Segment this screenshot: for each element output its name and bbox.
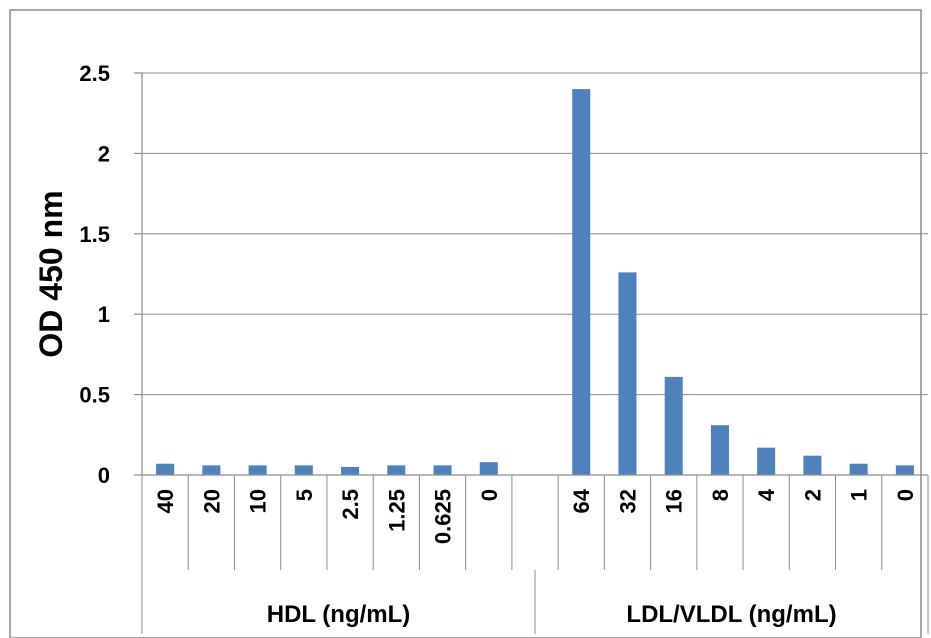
bar [433,465,452,475]
bar [341,466,360,475]
group-label: LDL/VLDL (ng/mL) [626,601,836,628]
x-category-label: 2 [800,489,825,501]
y-axis-title: OD 450 nm [33,190,69,357]
bar [664,376,683,475]
y-tick-label: 0.5 [79,383,110,408]
y-tick-label: 2 [98,141,110,166]
x-category-label: 4 [754,488,779,501]
bar [849,463,868,475]
x-category-label: 1.25 [384,489,409,532]
bar [895,465,914,475]
x-category-label: 1 [847,489,872,501]
x-category-label: 20 [199,489,224,513]
bar [803,455,822,475]
y-tick-label: 2.5 [79,61,110,86]
x-category-label: 40 [153,489,178,513]
bar [248,465,267,475]
x-category-label: 0 [477,489,502,501]
bar [294,465,313,475]
bar [479,462,498,475]
bars [156,89,914,475]
y-tick-label: 0 [98,463,110,488]
bar [710,425,729,475]
bar [618,272,637,475]
x-category-label: 5 [292,489,317,501]
bar [202,465,221,475]
y-tick-label: 1 [98,302,110,327]
labels: 00.511.522.540 20 10 5 2.5 1.25 0.625 0 64 32 16 8 4… [79,61,917,628]
x-category-label: 16 [662,489,687,513]
group-label: HDL (ng/mL) [267,601,411,628]
bar [572,89,591,475]
bar [156,463,175,475]
gridlines [142,72,928,396]
x-category-label: 64 [569,488,594,513]
bar [387,465,406,475]
x-category-label: 0.625 [431,489,456,544]
x-category-label: 8 [708,489,733,501]
x-category-label: 32 [615,489,640,513]
x-category-label: 2.5 [338,489,363,520]
axes [134,72,929,634]
x-category-label: 10 [246,489,271,513]
x-category-label: 0 [893,489,918,501]
bar [757,447,776,475]
y-tick-label: 1.5 [79,222,110,247]
